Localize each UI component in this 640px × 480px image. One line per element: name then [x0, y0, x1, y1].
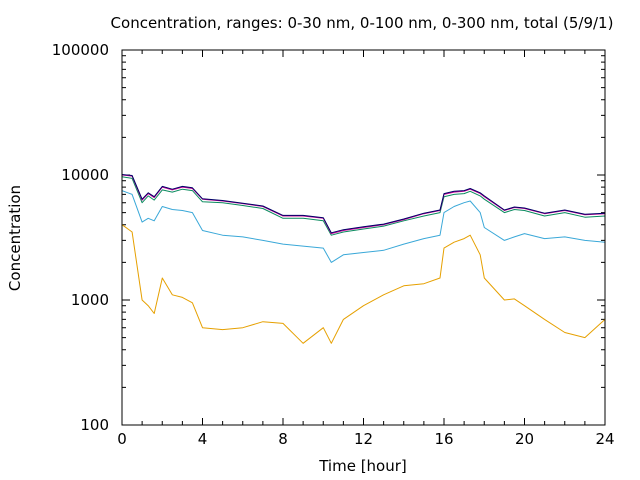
- chart-title: Concentration, ranges: 0-30 nm, 0-100 nm…: [111, 14, 614, 32]
- series-layer: [121, 174, 606, 344]
- plot-frame: [121, 49, 606, 426]
- tick-layer: 0 4 8 12 16 20 24 100 1000 10000 100000: [52, 41, 615, 448]
- series-line-2: [121, 176, 606, 236]
- x-tick-label: 4: [198, 430, 208, 448]
- x-tick-label: 0: [117, 430, 127, 448]
- x-tick-label: 8: [278, 430, 288, 448]
- x-axis-label: Time [hour]: [318, 457, 407, 475]
- series-line-4: [121, 174, 606, 234]
- y-axis-label: Concentration: [6, 185, 24, 291]
- y-tick-label: 100000: [52, 41, 109, 59]
- y-tick-label: 10000: [61, 166, 109, 184]
- x-tick-label: 20: [515, 430, 534, 448]
- y-tick-label: 100: [80, 416, 109, 434]
- series-line-1: [121, 190, 606, 263]
- series-line-3: [121, 174, 606, 235]
- x-tick-label: 16: [434, 430, 453, 448]
- series-line-0: [121, 224, 606, 344]
- y-tick-label: 1000: [71, 291, 109, 309]
- x-tick-label: 12: [354, 430, 373, 448]
- x-tick-label: 24: [595, 430, 614, 448]
